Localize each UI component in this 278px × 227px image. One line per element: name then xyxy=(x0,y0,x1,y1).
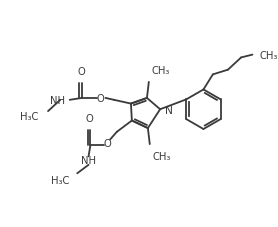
Text: NH: NH xyxy=(81,155,96,165)
Text: O: O xyxy=(77,67,85,77)
Text: O: O xyxy=(97,94,105,104)
Text: H₃C: H₃C xyxy=(20,111,39,121)
Text: CH₃: CH₃ xyxy=(153,151,171,161)
Text: CH₃: CH₃ xyxy=(260,50,278,60)
Text: N: N xyxy=(165,106,173,116)
Text: O: O xyxy=(103,138,111,148)
Text: H₃C: H₃C xyxy=(51,175,70,185)
Text: CH₃: CH₃ xyxy=(152,66,170,76)
Text: O: O xyxy=(86,114,93,124)
Text: NH: NH xyxy=(50,95,65,105)
